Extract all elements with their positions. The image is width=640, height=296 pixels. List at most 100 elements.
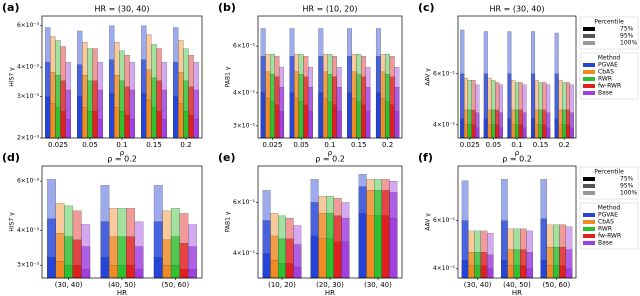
bar-p75	[565, 268, 573, 279]
legend-label: RWR	[598, 226, 612, 233]
bar-p75	[491, 124, 496, 139]
legend-label: 100%	[620, 190, 637, 197]
y-axis-label: AAV γ	[425, 213, 432, 231]
y-tick-label: 4×10⁻³	[17, 227, 40, 234]
x-tick-label: (50, 60)	[161, 281, 189, 289]
x-tick-label: 0.2	[180, 141, 191, 149]
x-tick-label: 0.025	[262, 141, 282, 149]
bar-p75	[341, 241, 350, 279]
axes-frame	[41, 165, 203, 279]
y-tick-label: 4×10⁻¹	[433, 121, 456, 128]
bar-p75	[542, 124, 547, 139]
x-tick-label: 0.15	[351, 141, 367, 149]
x-tick-label: 0.15	[533, 141, 549, 149]
bar-p75	[326, 238, 334, 279]
bar-p75	[540, 260, 547, 279]
bar-p75	[322, 98, 328, 139]
bar-p75	[464, 124, 469, 139]
bar-p75	[515, 124, 519, 139]
panel-title: HR = (30, 40)	[489, 5, 544, 14]
bar-p75	[134, 269, 144, 279]
bar-p75	[270, 260, 279, 279]
legend-label: 95%	[620, 183, 634, 190]
bar-p75	[534, 124, 539, 139]
panel-title: HR = (10, 20)	[302, 5, 357, 14]
bar-p75	[178, 103, 184, 139]
bar-p75	[495, 124, 500, 139]
y-tick-label: 6×10⁻³	[17, 22, 40, 29]
y-axis-label: AAV γ	[425, 68, 432, 86]
bar-p75	[546, 127, 551, 139]
y-axis-label: PAB1 γ	[225, 211, 232, 232]
bar-p75	[381, 215, 390, 279]
x-tick-label: (10, 20)	[268, 281, 296, 289]
legend-title: Method	[598, 55, 621, 62]
panel-label: (e)	[218, 151, 236, 164]
x-tick-label: (50, 60)	[542, 281, 570, 289]
bar-p75	[294, 98, 299, 139]
legend-label: 75%	[620, 26, 634, 33]
x-tick-label: 0.15	[146, 141, 162, 149]
legend-label: PGVAE	[598, 212, 618, 219]
bar-p75	[285, 263, 294, 279]
legend-label: fw-RWR	[598, 233, 621, 240]
panel-title: ρ = 0.2	[502, 155, 532, 164]
legend-label: Base	[598, 240, 613, 247]
y-tick-label: 4×10⁻¹	[433, 265, 456, 272]
x-tick-label: 0.05	[486, 141, 502, 149]
bar-p75	[173, 96, 179, 139]
x-tick-label: 0.2	[382, 141, 393, 149]
bar-p75	[170, 265, 180, 279]
x-tick-label: (30, 40)	[464, 281, 492, 289]
bar-p75	[318, 92, 324, 139]
bar-p75	[569, 127, 574, 139]
bar-p75	[45, 96, 51, 139]
bar-p75	[526, 268, 533, 279]
bar-p75	[389, 217, 398, 279]
legend-swatch	[583, 84, 595, 88]
axes-frame	[41, 15, 203, 139]
panel-label: (c)	[418, 1, 435, 14]
legend-title: Method	[598, 205, 621, 212]
bar-p75	[278, 263, 286, 279]
y-tick-label: 6×10⁻¹	[433, 217, 456, 224]
bar-p75	[375, 92, 381, 139]
bar-p75	[511, 124, 516, 139]
y-tick-label: 4×10⁻¹	[233, 250, 256, 257]
y-tick-label: 3×10⁻³	[17, 93, 40, 100]
y-tick-label: 6×10⁻¹	[233, 199, 256, 206]
x-axis-label: HR	[325, 289, 335, 296]
legend-label: fw-RWR	[598, 83, 621, 90]
x-tick-label: 0.1	[116, 141, 127, 149]
bar-p75	[87, 111, 93, 139]
legend-label: 95%	[620, 33, 634, 40]
x-axis-label: ρ	[515, 149, 520, 157]
bar-p75	[141, 93, 147, 139]
bar-p75	[501, 260, 508, 279]
bar-p75	[327, 101, 333, 139]
bar-p75	[65, 119, 71, 139]
x-tick-label: (20, 30)	[316, 281, 344, 289]
bar-p75	[487, 124, 492, 139]
bar-p75	[531, 118, 536, 139]
bar-p75	[520, 265, 527, 279]
legend-swatch	[583, 213, 595, 217]
bar-p75	[389, 104, 395, 139]
bar-p75	[274, 104, 280, 139]
bar-p75	[188, 115, 194, 139]
axes-frame	[257, 165, 403, 279]
bar-p75	[380, 98, 386, 139]
legend-label: CbAS	[598, 69, 614, 76]
bar-p75	[81, 269, 91, 279]
bar-p75	[279, 111, 285, 139]
bar-p75	[153, 257, 163, 279]
legend-swatch	[583, 27, 595, 31]
bar-p75	[461, 260, 469, 279]
bar-p75	[100, 257, 110, 279]
bar-p75	[265, 98, 271, 139]
bar-p75	[565, 124, 570, 139]
bar-p75	[64, 265, 74, 279]
x-tick-label: 0.05	[293, 141, 309, 149]
bar-p75	[126, 265, 135, 279]
